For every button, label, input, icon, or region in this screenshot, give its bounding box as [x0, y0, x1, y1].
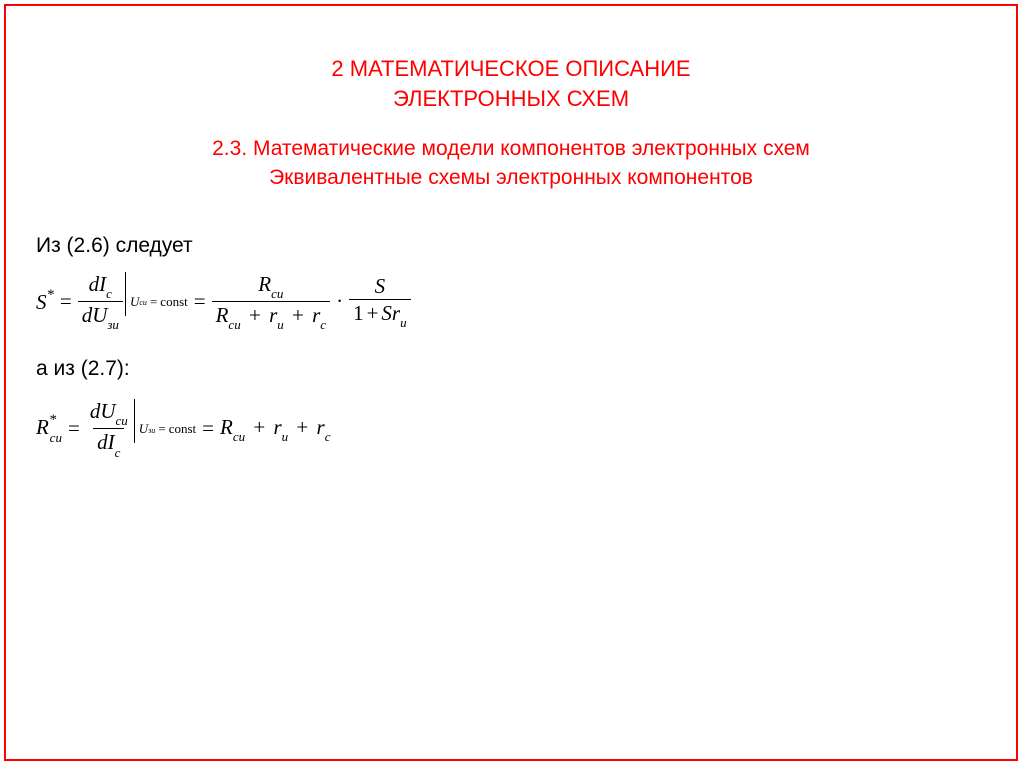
subtitle-line-2: Эквивалентные схемы электронных компонен…: [36, 164, 986, 192]
eq1-cond-eq: =: [147, 294, 160, 310]
eq2-f1-nd: dU: [90, 399, 116, 423]
eq2-r-t2s: и: [282, 429, 289, 444]
eq1-d2-t2s: и: [277, 317, 284, 332]
eq1-frac-s: S 1+Srи: [349, 274, 411, 329]
eq2-f1-ds: с: [115, 445, 121, 460]
eq1-frac2-num: Rси: [254, 272, 287, 301]
title-line-2: ЭЛЕКТРОННЫХ СХЕМ: [36, 84, 986, 114]
eq1-frac1-num-sub: с: [106, 286, 112, 301]
equation-s-star: S* = dIс dUзи Uси=const = Rси Rси + rи +…: [36, 272, 986, 331]
paragraph-intro-1: Из (2.6) следует: [36, 234, 986, 258]
eq1-frac3-num: S: [371, 274, 390, 299]
eq1-eq1: =: [54, 289, 78, 314]
eq1-d3-s: и: [400, 315, 407, 330]
eq1-cond-const: const: [160, 294, 187, 310]
eq2-r-t1s: си: [233, 429, 245, 444]
eq2-frac-derivative: dUси dIс: [86, 399, 132, 458]
eq2-eq2: =: [196, 416, 220, 441]
eq2-lhs-var: R: [36, 415, 49, 439]
eq2-eval-bar: [134, 399, 135, 443]
eq2-frac1-num: dUси: [86, 399, 132, 428]
eq1-cond-var: U: [130, 294, 139, 310]
eq2-f1-dd: dI: [97, 430, 115, 454]
eq1-condition: Uси=const: [128, 294, 188, 310]
eq2-lhs-sup: *: [49, 412, 56, 428]
eq1-d3-p: +: [364, 301, 382, 325]
eq1-frac1-den-d: dU: [82, 303, 108, 327]
equation-r-star: R*си = dUси dIс Uзи=const = Rси + rи + r…: [36, 399, 986, 458]
eq1-d2-t1v: R: [216, 303, 229, 327]
eq2-cond-eq: =: [155, 421, 168, 437]
eq2-lhs: R* си: [36, 414, 62, 443]
eq1-d2-t3s: с: [320, 317, 326, 332]
eq2-f1-ns: си: [115, 413, 127, 428]
eq1-frac2-num-v: R: [258, 272, 271, 296]
eq1-cond-sub: си: [139, 298, 147, 307]
eq2-r-t1v: R: [220, 415, 233, 439]
eq1-dot: ·: [330, 289, 349, 314]
eq1-d3-1: 1: [353, 301, 364, 325]
eq2-condition: Uзи=const: [137, 421, 196, 437]
eq1-frac1-num-d: dI: [89, 272, 107, 296]
eq2-r-t3v: r: [317, 415, 325, 439]
eq1-frac1-num: dIс: [85, 272, 116, 301]
eq1-d2-p2: +: [289, 303, 307, 327]
eq1-d2-p1: +: [246, 303, 264, 327]
eq1-frac2-num-s: си: [271, 286, 283, 301]
eq1-eq2: =: [188, 289, 212, 314]
eq2-cond-const: const: [169, 421, 196, 437]
eq1-lhs-sup: *: [47, 287, 54, 303]
chapter-title: 2 МАТЕМАТИЧЕСКОЕ ОПИСАНИЕ ЭЛЕКТРОННЫХ СХ…: [36, 54, 986, 113]
paragraph-intro-2: а из (2.7):: [36, 357, 986, 381]
eq2-rhs: Rси + rи + rс: [220, 415, 330, 443]
eq2-r-t3s: с: [325, 429, 331, 444]
slide-frame: 2 МАТЕМАТИЧЕСКОЕ ОПИСАНИЕ ЭЛЕКТРОННЫХ СХ…: [4, 4, 1018, 761]
eq2-lhs-sub: си: [50, 430, 62, 445]
section-title: 2.3. Математические модели компонентов э…: [36, 135, 986, 192]
eq2-r-p1: +: [250, 415, 268, 439]
eq1-lhs-var: S: [36, 290, 47, 314]
eq1-frac1-den-sub: зи: [107, 317, 119, 332]
eq2-r-p2: +: [293, 415, 311, 439]
title-line-1: 2 МАТЕМАТИЧЕСКОЕ ОПИСАНИЕ: [36, 54, 986, 84]
eq2-eq1: =: [62, 416, 86, 441]
eq1-eval-bar: [125, 272, 126, 316]
eq2-cond-var: U: [139, 421, 148, 437]
slide-content: 2 МАТЕМАТИЧЕСКОЕ ОПИСАНИЕ ЭЛЕКТРОННЫХ СХ…: [6, 6, 1016, 459]
eq1-d3-v: Sr: [381, 301, 400, 325]
eq2-r-t2v: r: [273, 415, 281, 439]
eq1-frac2-den: Rси + rи + rс: [212, 301, 330, 331]
eq1-lhs: S*: [36, 289, 54, 315]
eq1-frac-rsi: Rси Rси + rи + rс: [212, 272, 330, 331]
eq1-frac-derivative: dIс dUзи: [78, 272, 123, 331]
eq1-frac3-den: 1+Srи: [349, 299, 411, 329]
eq2-frac1-den: dIс: [93, 428, 124, 458]
eq1-frac1-den: dUзи: [78, 301, 123, 331]
eq1-d2-t1s: си: [228, 317, 240, 332]
eq2-cond-sub: зи: [148, 426, 155, 435]
subtitle-line-1: 2.3. Математические модели компонентов э…: [36, 135, 986, 163]
